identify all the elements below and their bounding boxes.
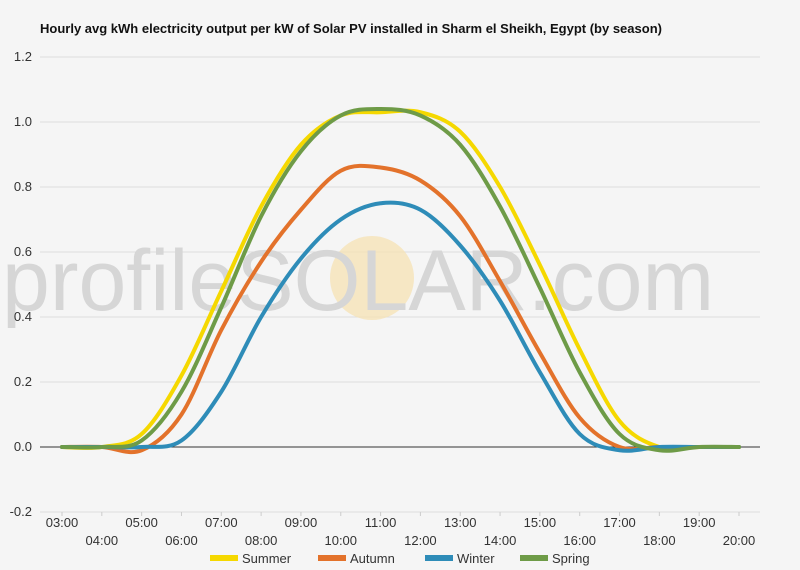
x-tick-label: 13:00 xyxy=(444,515,477,530)
legend: Summer Autumn Winter Spring xyxy=(210,551,590,566)
legend-swatch-autumn xyxy=(318,555,346,561)
legend-label-summer: Summer xyxy=(242,551,292,566)
y-tick-label: 0.2 xyxy=(14,374,32,389)
x-tick-label: 12:00 xyxy=(404,533,437,548)
y-tick-label: 0.6 xyxy=(14,244,32,259)
x-tick-label: 16:00 xyxy=(563,533,596,548)
x-tick-label: 07:00 xyxy=(205,515,238,530)
series-lines xyxy=(60,106,741,455)
watermark-sun-icon xyxy=(330,236,414,320)
x-tick-label: 05:00 xyxy=(125,515,158,530)
y-tick-label: -0.2 xyxy=(10,504,32,519)
series-line-spring xyxy=(60,106,741,453)
y-axis: 1.2 1.0 0.8 0.6 0.4 0.2 0.0 -0.2 xyxy=(10,49,32,519)
series-line-winter xyxy=(60,200,741,453)
legend-swatch-winter xyxy=(425,555,453,561)
x-tick-label: 06:00 xyxy=(165,533,198,548)
y-tick-label: 1.2 xyxy=(14,49,32,64)
y-tick-label: 0.0 xyxy=(14,439,32,454)
y-tick-label: 0.4 xyxy=(14,309,32,324)
x-tick-label: 11:00 xyxy=(365,515,397,530)
legend-label-autumn: Autumn xyxy=(350,551,395,566)
y-tick-label: 0.8 xyxy=(14,179,32,194)
x-tick-label: 03:00 xyxy=(46,515,79,530)
x-tick-label: 18:00 xyxy=(643,533,676,548)
x-tick-label: 04:00 xyxy=(86,533,119,548)
watermark-text: profileSOLAR.com xyxy=(2,233,714,329)
x-tick-label: 19:00 xyxy=(683,515,716,530)
x-tick-label: 08:00 xyxy=(245,533,278,548)
x-tick-label: 10:00 xyxy=(324,533,357,548)
x-tick-label: 20:00 xyxy=(723,533,756,548)
y-tick-label: 1.0 xyxy=(14,114,32,129)
series-line-autumn xyxy=(60,163,741,455)
legend-swatch-summer xyxy=(210,555,238,561)
x-tick-label: 15:00 xyxy=(524,515,557,530)
x-tick-label: 09:00 xyxy=(285,515,318,530)
legend-label-winter: Winter xyxy=(457,551,495,566)
x-axis: 03:00 04:00 05:00 06:00 07:00 08:00 09:00 10:00… xyxy=(46,512,756,548)
chart-title: Hourly avg kWh electricity output per kW… xyxy=(40,21,662,36)
legend-label-spring: Spring xyxy=(552,551,590,566)
x-tick-label: 14:00 xyxy=(484,533,517,548)
x-tick-label: 17:00 xyxy=(603,515,636,530)
watermark: profileSOLAR.com xyxy=(2,233,714,329)
legend-swatch-spring xyxy=(520,555,548,561)
